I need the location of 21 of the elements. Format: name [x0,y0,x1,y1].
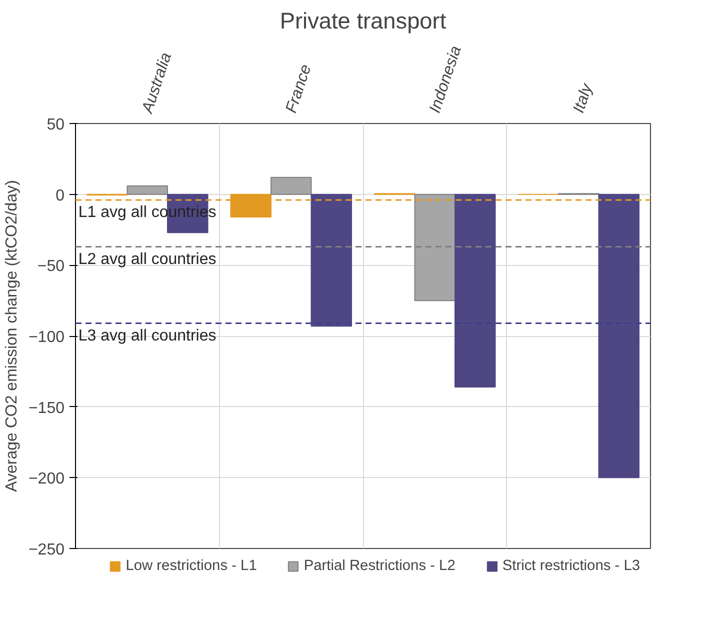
ref-line-label: L2 avg all countries [78,250,216,268]
y-tick-label: −250 [28,542,65,558]
legend-label: Partial Restrictions - L2 [304,558,456,574]
y-tick-label: −50 [37,258,65,276]
y-axis-title: Average CO2 emission change (ktCO2/day) [3,180,20,492]
chart-title: Private transport [280,8,447,34]
y-tick-label: −200 [28,470,65,488]
bar [310,194,352,327]
bar [598,194,640,478]
legend-label: Strict restrictions - L3 [502,558,640,574]
x-tick-label: France [283,62,315,116]
bar [126,185,168,195]
y-tick-label: −150 [28,400,65,417]
y-tick-label: 50 [46,116,65,134]
ref-line-label: L3 avg all countries [78,327,216,344]
x-tick-label: Italy [570,81,596,116]
legend-label: Low restrictions - L1 [126,558,257,574]
bar [454,194,496,388]
bar [270,176,312,195]
y-tick-label: 0 [56,187,65,204]
y-tick-label: −100 [28,329,65,346]
